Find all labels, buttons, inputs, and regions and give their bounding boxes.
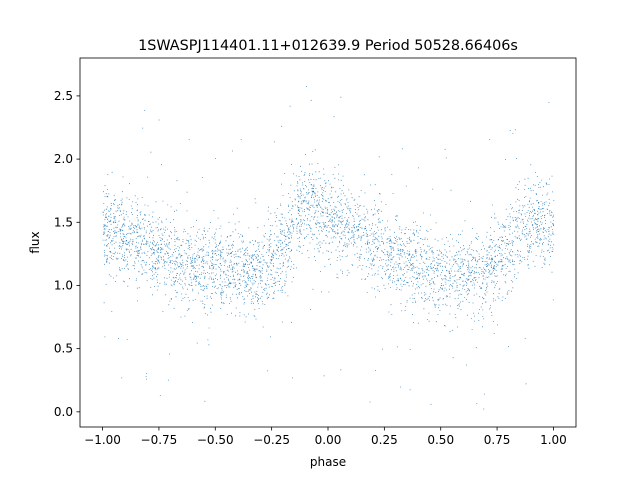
x-axis-ticks: −1.00 −0.75 −0.50 −0.25 0.00 0.25 0.50 0.75 1.00 — [84, 427, 567, 447]
x-tick-label: −1.00 — [84, 433, 121, 447]
plot-frame — [79, 57, 577, 428]
y-tick-label: 2.5 — [54, 89, 73, 103]
y-axis-label: flux — [28, 231, 42, 253]
x-tick-label: 0.25 — [371, 433, 398, 447]
y-tick-label: 0.0 — [54, 405, 73, 419]
y-tick-label: 1.5 — [54, 215, 73, 229]
x-tick-label: 1.00 — [540, 433, 567, 447]
x-tick-label: 0.50 — [427, 433, 454, 447]
x-tick-label: −0.25 — [253, 433, 290, 447]
y-axis-ticks: 0.0 0.5 1.0 1.5 2.0 2.5 — [54, 89, 80, 419]
x-tick-label: −0.75 — [141, 433, 178, 447]
chart-title: 1SWASPJ114401.11+012639.9 Period 50528.6… — [138, 38, 518, 54]
x-tick-label: 0.75 — [484, 433, 511, 447]
y-tick-label: 0.5 — [54, 342, 73, 356]
x-axis-label: phase — [310, 455, 346, 469]
scatter-points — [102, 86, 555, 410]
data-points — [102, 86, 555, 410]
x-tick-label: −0.50 — [197, 433, 234, 447]
y-tick-label: 1.0 — [54, 278, 73, 292]
x-tick-label: 0.00 — [315, 433, 342, 447]
y-tick-label: 2.0 — [54, 152, 73, 166]
